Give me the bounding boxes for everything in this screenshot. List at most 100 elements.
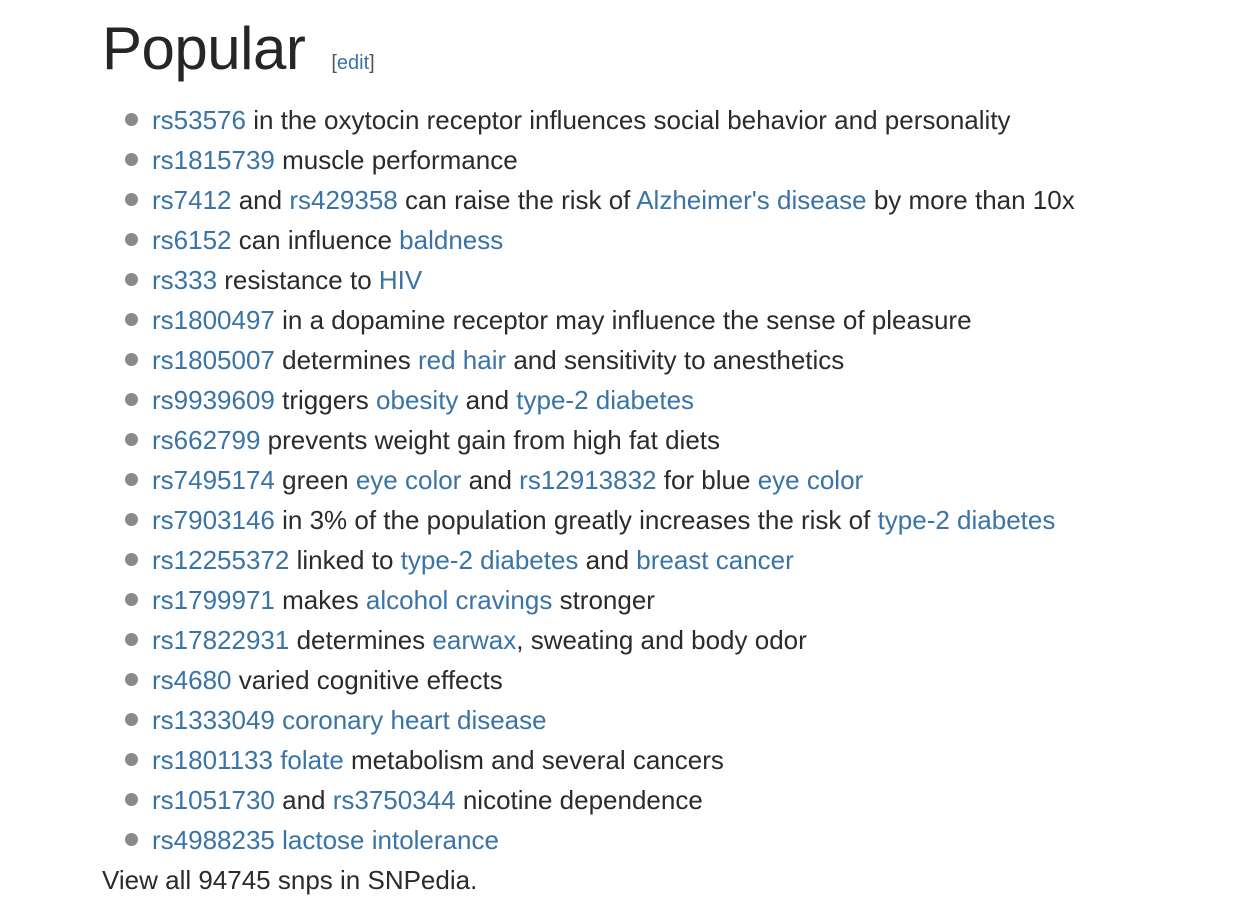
list-item: rs1801133 folate metabolism and several … — [102, 740, 1242, 780]
bullet-dot-icon — [125, 473, 138, 486]
item-text: makes — [274, 585, 366, 615]
snp-link[interactable]: rs17822931 — [152, 625, 290, 655]
list-item: rs1815739 muscle performance — [102, 140, 1242, 180]
bullet-dot-icon — [125, 633, 138, 646]
item-text: nicotine dependence — [455, 785, 703, 815]
bullet-dot-icon — [125, 593, 138, 606]
item-text: metabolism and several cancers — [343, 745, 724, 775]
list-item: rs4680 varied cognitive effects — [102, 660, 1242, 700]
snp-link[interactable]: rs1799971 — [152, 585, 275, 615]
edit-link[interactable]: edit — [336, 52, 370, 74]
bullet-dot-icon — [125, 553, 138, 566]
topic-link[interactable]: lactose intolerance — [282, 825, 499, 855]
bullet-dot-icon — [125, 753, 138, 766]
bullet-dot-icon — [125, 833, 138, 846]
snp-link[interactable]: rs4680 — [152, 665, 232, 695]
snp-link[interactable]: rs12255372 — [152, 545, 290, 575]
topic-link[interactable]: obesity — [376, 385, 459, 415]
list-item: rs1051730 and rs3750344 nicotine depende… — [102, 780, 1242, 820]
bullet-dot-icon — [125, 313, 138, 326]
topic-link[interactable]: folate — [280, 745, 344, 775]
snp-link[interactable]: rs6152 — [152, 225, 232, 255]
snp-link[interactable]: rs1815739 — [152, 145, 275, 175]
topic-link[interactable]: alcohol cravings — [365, 585, 553, 615]
item-text: and sensitivity to anesthetics — [506, 345, 845, 375]
item-text: muscle performance — [274, 145, 518, 175]
snp-link[interactable]: rs53576 — [152, 105, 246, 135]
snp-link[interactable]: rs7412 — [152, 185, 232, 215]
snp-link[interactable]: rs1333049 — [152, 705, 275, 735]
topic-link[interactable]: earwax — [432, 625, 517, 655]
topic-link[interactable]: Alzheimer's disease — [636, 185, 867, 215]
item-text: stronger — [552, 585, 655, 615]
bullet-dot-icon — [125, 113, 138, 126]
item-text: green — [274, 465, 356, 495]
item-text: varied cognitive effects — [231, 665, 503, 695]
item-text: and — [458, 385, 517, 415]
list-item: rs6152 can influence baldness — [102, 220, 1242, 260]
snp-link[interactable]: rs333 — [152, 265, 218, 295]
topic-link[interactable]: coronary heart disease — [282, 705, 547, 735]
bullet-dot-icon — [125, 353, 138, 366]
snp-link[interactable]: rs9939609 — [152, 385, 275, 415]
snp-link[interactable]: rs429358 — [289, 185, 398, 215]
list-item: rs1333049 coronary heart disease — [102, 700, 1242, 740]
edit-bracket-open: [ — [331, 52, 337, 74]
bullet-dot-icon — [125, 713, 138, 726]
topic-link[interactable]: type-2 diabetes — [516, 385, 695, 415]
item-text: determines — [274, 345, 418, 375]
snp-link[interactable]: rs7903146 — [152, 505, 275, 535]
item-text: and — [578, 545, 637, 575]
topic-link[interactable]: eye color — [757, 465, 864, 495]
topic-link[interactable]: baldness — [399, 225, 504, 255]
snp-link[interactable]: rs3750344 — [332, 785, 456, 815]
bullet-dot-icon — [125, 513, 138, 526]
topic-link[interactable]: red hair — [417, 345, 507, 375]
list-item: rs7903146 in 3% of the population greatl… — [102, 500, 1242, 540]
list-item: rs7412 and rs429358 can raise the risk o… — [102, 180, 1242, 220]
list-item: rs9939609 triggers obesity and type-2 di… — [102, 380, 1242, 420]
item-text: in the oxytocin receptor influences soci… — [245, 105, 1011, 135]
item-text: and — [461, 465, 520, 495]
snp-link[interactable]: rs4988235 — [152, 825, 275, 855]
snp-link[interactable]: rs7495174 — [152, 465, 275, 495]
item-text: in a dopamine receptor may influence the… — [274, 305, 972, 335]
bullet-dot-icon — [125, 793, 138, 806]
snp-link[interactable]: rs12913832 — [519, 465, 657, 495]
list-item: rs12255372 linked to type-2 diabetes and… — [102, 540, 1242, 580]
list-item: rs1800497 in a dopamine receptor may inf… — [102, 300, 1242, 340]
item-text: can raise the risk of — [397, 185, 637, 215]
bullet-dot-icon — [125, 433, 138, 446]
snp-link[interactable]: rs662799 — [152, 425, 261, 455]
item-text: determines — [289, 625, 433, 655]
edit-bracket-close: ] — [369, 52, 375, 74]
snp-link[interactable]: rs1800497 — [152, 305, 275, 335]
list-item: rs1805007 determines red hair and sensit… — [102, 340, 1242, 380]
page-title: Popular — [102, 15, 306, 82]
topic-link[interactable]: type-2 diabetes — [400, 545, 579, 575]
item-text: prevents weight gain from high fat diets — [260, 425, 721, 455]
snp-link[interactable]: rs1801133 — [152, 745, 273, 775]
item-text: can influence — [231, 225, 400, 255]
snp-link[interactable]: rs1805007 — [152, 345, 275, 375]
topic-link[interactable]: HIV — [378, 265, 423, 295]
list-item: rs7495174 green eye color and rs12913832… — [102, 460, 1242, 500]
popular-snp-list: rs53576 in the oxytocin receptor influen… — [102, 100, 1242, 860]
item-text: in 3% of the population greatly increase… — [274, 505, 878, 535]
bullet-dot-icon — [125, 193, 138, 206]
popular-section: Popular [edit] rs53576 in the oxytocin r… — [102, 12, 1242, 900]
snp-link[interactable]: rs1051730 — [152, 785, 275, 815]
list-item: rs1799971 makes alcohol cravings stronge… — [102, 580, 1242, 620]
list-item: rs17822931 determines earwax, sweating a… — [102, 620, 1242, 660]
item-text: linked to — [289, 545, 401, 575]
view-all-snps-text: View all 94745 snps in SNPedia. — [102, 865, 478, 895]
topic-link[interactable]: eye color — [355, 465, 462, 495]
list-item: rs53576 in the oxytocin receptor influen… — [102, 100, 1242, 140]
list-item: rs333 resistance to HIV — [102, 260, 1242, 300]
heading-row: Popular [edit] — [102, 12, 1242, 86]
item-text: by more than 10x — [866, 185, 1075, 215]
bullet-dot-icon — [125, 673, 138, 686]
topic-link[interactable]: breast cancer — [636, 545, 794, 575]
bullet-dot-icon — [125, 393, 138, 406]
topic-link[interactable]: type-2 diabetes — [877, 505, 1056, 535]
